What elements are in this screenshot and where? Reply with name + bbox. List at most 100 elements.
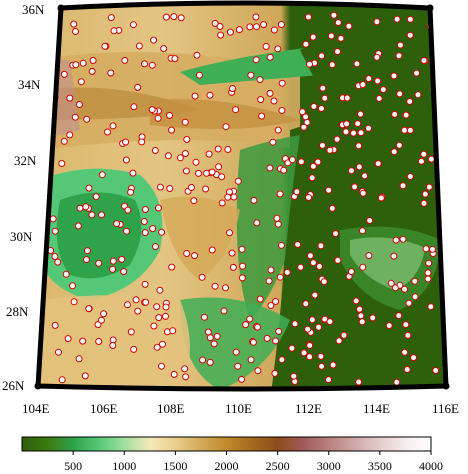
station-marker: [326, 318, 334, 326]
station-marker: [425, 259, 433, 267]
station-marker: [280, 166, 288, 174]
station-marker: [325, 376, 332, 384]
station-marker: [420, 57, 428, 64]
station-marker: [97, 316, 105, 324]
station-marker: [134, 307, 142, 315]
station-marker: [347, 167, 355, 175]
station-marker: [318, 362, 326, 370]
station-marker: [258, 112, 266, 120]
station-marker: [413, 69, 421, 77]
station-marker: [353, 60, 361, 68]
lat-label: 28N: [6, 304, 29, 319]
station-marker: [308, 316, 316, 324]
colorbar-rect: [21, 436, 432, 452]
colorbar-labels: 500 1000 1500 2000 2500 3000 3500 4000: [64, 459, 443, 473]
station-marker: [263, 334, 271, 342]
station-marker: [72, 61, 80, 69]
station-marker: [156, 286, 164, 294]
station-marker: [306, 252, 314, 260]
station-marker: [332, 230, 339, 238]
station-marker: [266, 53, 274, 61]
station-marker: [317, 352, 325, 360]
station-marker: [155, 314, 163, 322]
station-marker: [169, 327, 177, 335]
station-marker: [45, 130, 52, 138]
colorbar-tick-label: 3000: [317, 459, 341, 473]
station-marker: [70, 20, 78, 28]
station-marker: [404, 331, 412, 339]
station-marker: [214, 145, 222, 153]
station-marker: [343, 120, 351, 128]
station-marker: [168, 126, 175, 134]
station-marker: [396, 41, 404, 49]
station-marker: [232, 348, 240, 356]
station-marker: [70, 298, 78, 306]
station-marker: [191, 252, 199, 260]
station-marker: [104, 128, 111, 136]
lat-label: 30N: [10, 229, 33, 244]
station-marker: [342, 128, 350, 136]
station-marker: [230, 193, 238, 201]
station-marker: [275, 327, 283, 335]
station-marker: [200, 313, 208, 321]
station-marker: [164, 152, 172, 160]
station-marker: [406, 98, 414, 105]
station-marker: [113, 220, 121, 228]
station-marker: [234, 362, 242, 370]
station-marker: [283, 268, 291, 276]
station-marker: [176, 154, 184, 162]
station-marker: [390, 252, 398, 260]
station-marker: [151, 243, 159, 251]
station-marker: [162, 303, 170, 311]
station-marker: [43, 150, 51, 158]
station-marker: [345, 22, 353, 30]
station-marker: [391, 110, 399, 118]
station-marker: [107, 14, 115, 22]
station-marker: [124, 301, 131, 309]
station-marker: [181, 365, 189, 373]
station-marker: [118, 255, 126, 263]
station-marker: [232, 106, 240, 114]
station-marker: [211, 19, 219, 27]
station-marker: [327, 32, 335, 40]
station-marker: [326, 146, 334, 154]
station-marker: [266, 164, 274, 172]
station-marker: [60, 137, 68, 145]
station-marker: [222, 123, 230, 131]
station-marker: [72, 28, 79, 35]
station-marker: [357, 312, 365, 320]
station-marker: [124, 206, 132, 214]
station-marker: [365, 252, 373, 260]
station-marker: [130, 345, 138, 353]
station-marker: [148, 106, 156, 114]
station-marker: [309, 33, 317, 41]
station-marker: [206, 358, 214, 366]
station-marker: [222, 284, 229, 292]
station-marker: [314, 158, 322, 166]
station-marker: [109, 342, 117, 349]
station-marker: [420, 199, 428, 207]
station-marker: [229, 85, 236, 92]
station-marker: [156, 183, 164, 191]
station-marker: [149, 225, 157, 233]
longitude-labels: 104E 106E 108E 110E 112E 114E 116E: [22, 401, 459, 416]
station-marker: [92, 193, 100, 201]
station-marker: [291, 320, 299, 328]
station-marker: [305, 194, 313, 201]
station-marker: [208, 168, 216, 176]
frame-corner: [57, 4, 65, 12]
station-marker: [148, 61, 156, 69]
station-marker: [359, 81, 367, 89]
station-marker: [401, 126, 408, 134]
station-marker: [193, 51, 201, 59]
station-marker: [218, 199, 226, 207]
station-marker: [288, 156, 296, 164]
station-marker: [249, 338, 257, 346]
station-marker: [226, 229, 233, 237]
station-marker: [138, 138, 146, 146]
station-marker: [216, 23, 224, 30]
station-marker: [333, 135, 341, 143]
lat-label: 26N: [2, 378, 25, 393]
station-marker: [95, 338, 103, 345]
station-marker: [204, 328, 212, 336]
